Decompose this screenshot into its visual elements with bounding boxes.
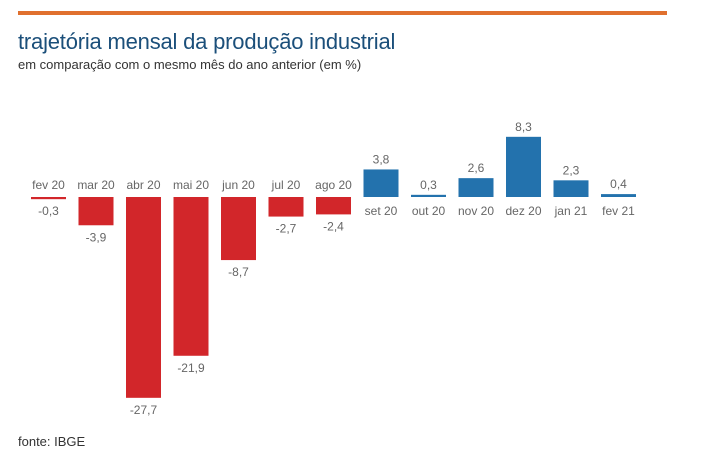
chart-title: trajetória mensal da produção industrial: [18, 29, 396, 54]
value-label: -2,7: [276, 222, 297, 236]
bar-mai-20: [173, 197, 209, 356]
category-label: fev 21: [602, 204, 635, 218]
accent-top-line: [18, 11, 667, 15]
category-label: ago 20: [315, 178, 352, 192]
bar-out-20: [411, 194, 446, 197]
bar-set-20: [363, 169, 399, 197]
bar-nov-20: [458, 178, 494, 197]
category-label: jun 20: [221, 178, 255, 192]
bar-ago-20: [316, 197, 351, 215]
category-label: fev 20: [32, 178, 65, 192]
bar-jul-20: [268, 197, 304, 217]
value-label: 8,3: [515, 120, 532, 134]
value-label: -27,7: [130, 403, 158, 417]
bar-dez-20: [506, 136, 541, 197]
value-label: -2,4: [323, 219, 344, 233]
bar-fev-21: [601, 194, 636, 197]
category-label: abr 20: [126, 178, 160, 192]
bar-fev-20: [31, 197, 66, 200]
value-label: -3,9: [86, 230, 107, 244]
category-label: out 20: [412, 204, 446, 218]
bar-jun-20: [221, 197, 256, 261]
category-label: dez 20: [505, 204, 541, 218]
value-label: -21,9: [177, 361, 205, 375]
value-label: 2,6: [468, 161, 485, 175]
category-label: jan 21: [554, 204, 588, 218]
category-label: nov 20: [458, 204, 494, 218]
value-label: 3,8: [373, 152, 390, 166]
category-label: mai 20: [173, 178, 209, 192]
bar-abr-20: [126, 197, 161, 398]
value-label: 0,4: [610, 177, 627, 191]
source-note: fonte: IBGE: [18, 434, 86, 449]
category-label: jul 20: [271, 178, 301, 192]
category-label: mar 20: [77, 178, 115, 192]
value-label: 0,3: [420, 178, 437, 192]
bar-mar-20: [78, 197, 114, 226]
bar-jan-21: [553, 180, 589, 197]
value-label: 2,3: [563, 163, 580, 177]
value-label: -0,3: [38, 204, 59, 218]
category-label: set 20: [365, 204, 398, 218]
chart-subtitle: em comparação com o mesmo mês do ano ant…: [18, 57, 362, 72]
value-label: -8,7: [228, 265, 249, 279]
